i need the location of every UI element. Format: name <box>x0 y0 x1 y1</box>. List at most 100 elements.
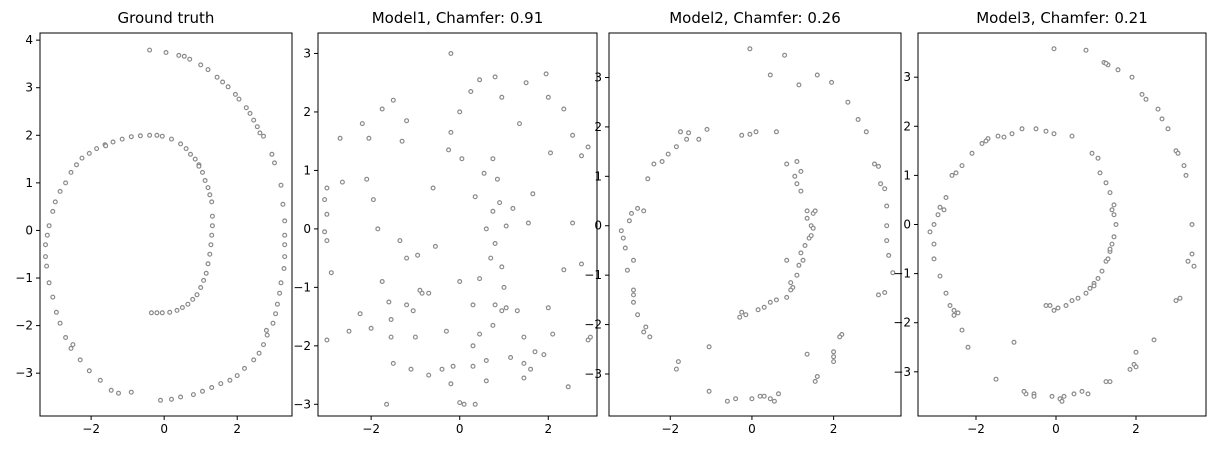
y-tick-label: −3 <box>15 366 33 380</box>
scatter-point <box>624 267 630 273</box>
scatter-point <box>1051 131 1057 137</box>
scatter-point <box>412 334 418 340</box>
scatter-point <box>855 116 861 122</box>
scatter-point <box>782 52 788 58</box>
scatter-point <box>937 273 943 279</box>
scatter-point <box>178 394 184 400</box>
scatter-point <box>983 138 989 144</box>
scatter-point <box>269 151 275 157</box>
scatter-point <box>530 191 536 197</box>
scatter-point <box>477 77 483 83</box>
scatter-point <box>794 159 800 165</box>
scatter-point <box>1111 234 1117 240</box>
scatter-point <box>798 250 804 256</box>
scatter-point <box>622 245 628 251</box>
scatter-point <box>659 159 665 165</box>
scatter-point <box>935 212 941 218</box>
chart-panel-1: Ground truth −2 0 2 −3 −2 −1 0 1 2 3 4 <box>15 9 293 436</box>
scatter-point <box>943 290 949 296</box>
scatter-point <box>1139 91 1145 97</box>
scatter-point <box>328 270 334 276</box>
scatter-point <box>128 134 134 140</box>
scatter-point <box>42 254 48 260</box>
scatter-point <box>516 121 522 127</box>
scatter-point <box>578 153 584 159</box>
scatter-point <box>767 299 773 305</box>
scatter-point <box>384 401 390 407</box>
scatter-point <box>525 220 531 226</box>
scatter-point <box>1189 251 1195 257</box>
scatter-point <box>404 302 410 308</box>
scatter-point <box>1021 388 1027 394</box>
scatter-point <box>227 377 233 383</box>
scatter-point <box>176 52 182 58</box>
scatter-point <box>884 238 890 244</box>
scatter-point <box>684 136 690 142</box>
scatter-point <box>261 342 267 348</box>
scatter-point <box>1133 349 1139 355</box>
scatter-point <box>390 97 396 103</box>
scatter-point <box>1111 212 1117 218</box>
scatter-point <box>379 279 385 285</box>
scatter-point <box>1183 172 1189 178</box>
scatter-point <box>995 133 1001 139</box>
scatter-point <box>94 146 100 152</box>
scatter-point <box>1051 307 1057 313</box>
scatter-point <box>110 139 116 145</box>
scatter-point <box>788 280 794 286</box>
scatter-point <box>203 270 209 276</box>
scatter-point <box>492 241 498 247</box>
scatter-point <box>757 393 763 399</box>
scatter-point <box>1191 263 1197 269</box>
scatter-point <box>209 213 215 219</box>
scatter-point <box>366 135 372 141</box>
x-tick-label: 2 <box>544 422 552 436</box>
scatter-point <box>494 176 500 182</box>
scatter-point <box>635 205 641 211</box>
scatter-point <box>1031 393 1037 399</box>
y-tick-label: 1 <box>25 176 33 190</box>
scatter-point <box>794 181 800 187</box>
scatter-point <box>561 106 567 112</box>
scatter-point <box>470 343 476 349</box>
scatter-point <box>808 233 814 239</box>
scatter-point <box>521 360 527 366</box>
y-tick-label: 3 <box>303 46 311 60</box>
scatter-point <box>931 241 937 247</box>
scatter-point <box>273 311 279 317</box>
scatter-point <box>448 50 454 56</box>
y-tick-label: 3 <box>25 81 33 95</box>
scatter-point <box>706 344 712 350</box>
scatter-point <box>190 392 196 398</box>
scatter-point <box>50 208 56 214</box>
scatter-point <box>798 188 804 194</box>
scatter-point <box>565 384 571 390</box>
scatter-point <box>63 180 69 186</box>
scatter-point <box>359 121 365 127</box>
scatter-point <box>450 363 456 369</box>
y-tick-label: −1 <box>893 267 911 281</box>
scatter-point <box>1049 393 1055 399</box>
scatter-point <box>704 126 710 132</box>
scatter-point <box>370 197 376 203</box>
scatter-point <box>483 358 489 364</box>
scatter-point <box>570 220 576 226</box>
scatter-point <box>937 204 943 210</box>
scatter-point <box>792 173 798 179</box>
scatter-point <box>1083 290 1089 296</box>
scatter-point <box>951 312 957 318</box>
scatter-point <box>63 335 69 341</box>
scatter-point <box>375 226 381 232</box>
scatter-point <box>1043 303 1049 309</box>
scatter-point <box>788 287 794 293</box>
scatter-point <box>753 129 759 135</box>
scatter-point <box>878 181 884 187</box>
y-tick-label: 2 <box>903 119 911 133</box>
scatter-point <box>796 82 802 88</box>
scatter-point <box>390 360 396 366</box>
scatter-point <box>796 262 802 268</box>
scatter-point <box>397 238 403 244</box>
scatter-point <box>148 310 154 316</box>
scatter-point <box>159 133 165 139</box>
scatter-point <box>205 185 211 191</box>
